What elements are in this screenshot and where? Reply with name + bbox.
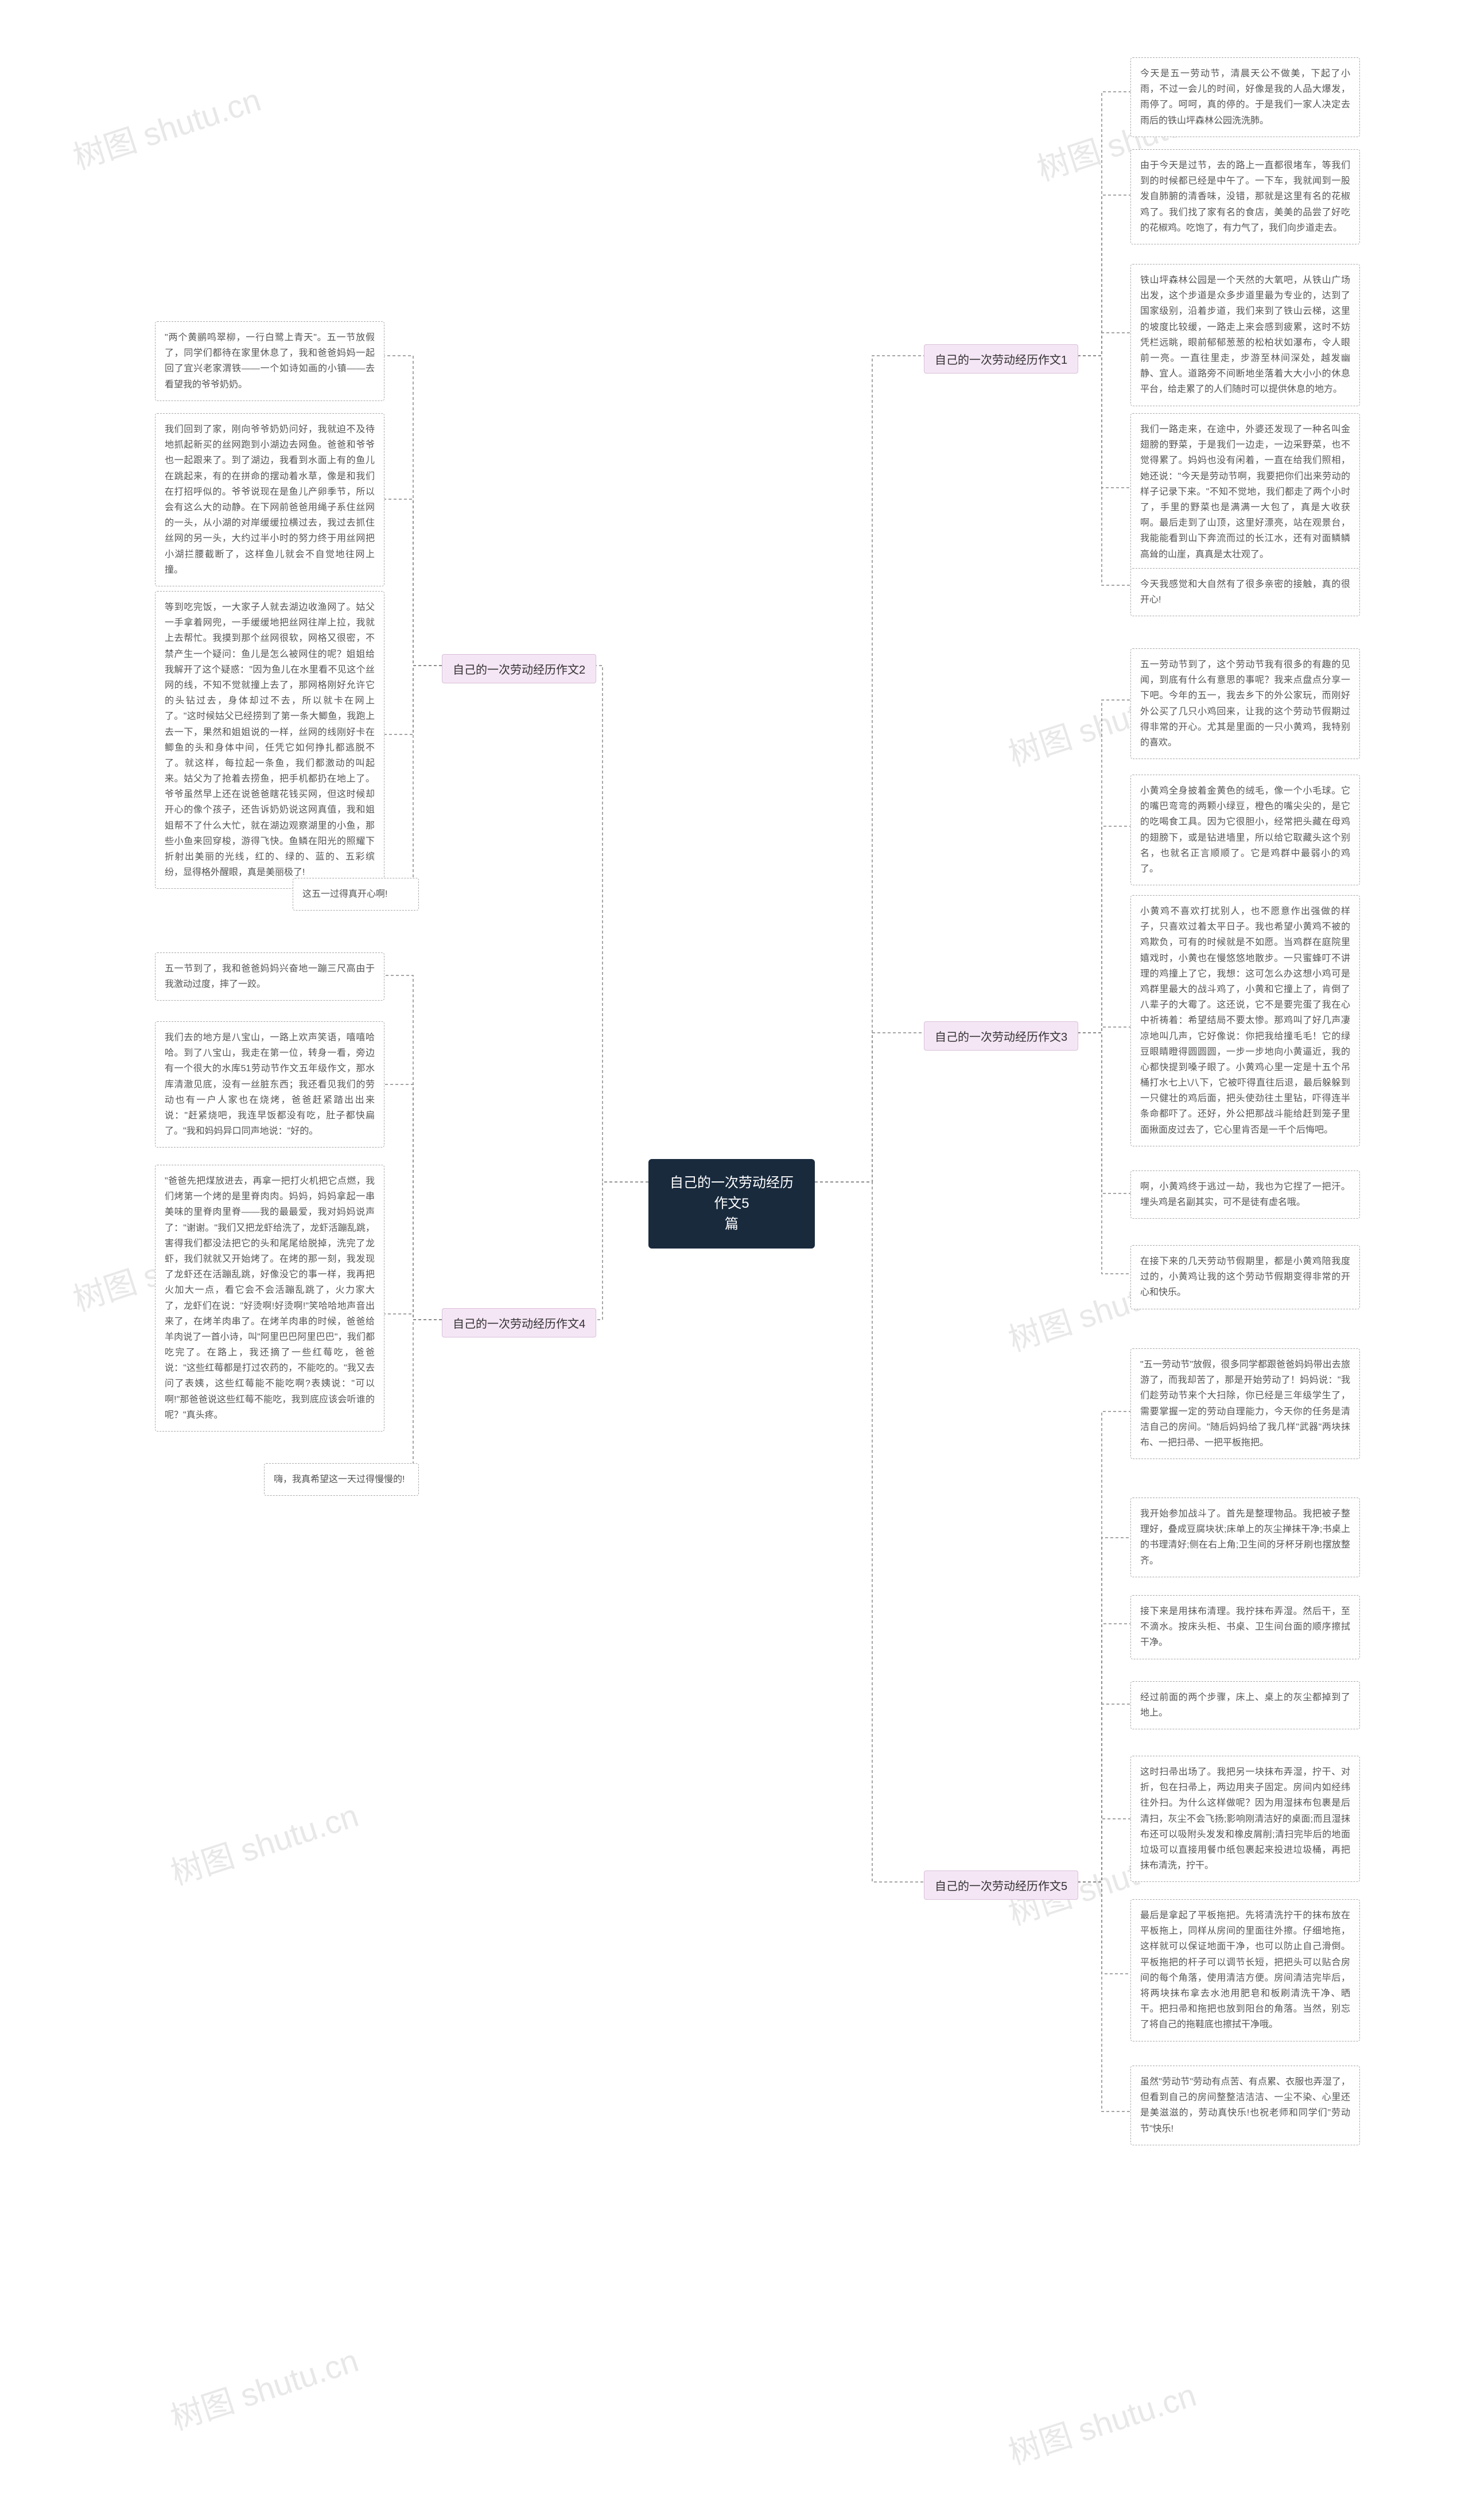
leaf-node[interactable]: 在接下来的几天劳动节假期里，都是小黄鸡陪我度过的，小黄鸡让我的这个劳动节假期变得…: [1130, 1245, 1360, 1309]
leaf-node[interactable]: 我们一路走来，在途中，外婆还发现了一种名叫金翅膀的野菜，于是我们一边走，一边采野…: [1130, 413, 1360, 571]
branch-node-5[interactable]: 自己的一次劳动经历作文5: [924, 1870, 1078, 1900]
watermark: 树图 shutu.cn: [164, 2335, 364, 2440]
leaf-node[interactable]: "五一劳动节"放假，很多同学都跟爸爸妈妈带出去旅游了，而我却苦了，那是开始劳动了…: [1130, 1348, 1360, 1459]
leaf-node[interactable]: 我们回到了家，刚向爷爷奶奶问好，我就迫不及待地抓起新买的丝网跑到小湖边去网鱼。爸…: [155, 413, 384, 586]
leaf-node[interactable]: "两个黄鹂鸣翠柳，一行白鹭上青天"。五一节放假了，同学们都待在家里休息了，我和爸…: [155, 321, 384, 401]
branch-node-2[interactable]: 自己的一次劳动经历作文2: [442, 654, 596, 683]
leaf-node[interactable]: 今天是五一劳动节，清晨天公不做美，下起了小雨，不过一会儿的时间，好像是我的人品大…: [1130, 57, 1360, 137]
leaf-node[interactable]: 等到吃完饭，一大家子人就去湖边收渔网了。姑父一手拿着网兜，一手缓缓地把丝网往岸上…: [155, 591, 384, 889]
watermark: 树图 shutu.cn: [1002, 2370, 1202, 2474]
leaf-node[interactable]: 我开始参加战斗了。首先是整理物品。我把被子整理好，叠成豆腐块状;床单上的灰尘掸抹…: [1130, 1498, 1360, 1577]
leaf-node[interactable]: 虽然"劳动节"劳动有点苦、有点累、衣服也弄湿了，但看到自己的房间整整洁洁洁、一尘…: [1130, 2066, 1360, 2145]
leaf-node[interactable]: "爸爸先把煤放进去，再拿一把打火机把它点燃，我们烤第一个烤的是里脊肉肉。妈妈，妈…: [155, 1165, 384, 1432]
center-node[interactable]: 自己的一次劳动经历作文5篇: [648, 1159, 815, 1249]
branch-node-1[interactable]: 自己的一次劳动经历作文1: [924, 344, 1078, 374]
leaf-node[interactable]: 由于今天是过节，去的路上一直都很堵车，等我们到的时候都已经是中午了。一下车，我就…: [1130, 149, 1360, 244]
leaf-node[interactable]: 小黄鸡全身披着金黄色的绒毛，像一个小毛球。它的嘴巴弯弯的两颗小绿豆，橙色的嘴尖尖…: [1130, 775, 1360, 885]
leaf-node[interactable]: 嗨，我真希望这一天过得慢慢的!: [264, 1463, 419, 1496]
branch-node-3[interactable]: 自己的一次劳动经历作文3: [924, 1021, 1078, 1051]
leaf-node[interactable]: 接下来是用抹布清理。我拧抹布弄湿。然后干，至不滴水。按床头柜、书桌、卫生间台面的…: [1130, 1595, 1360, 1659]
leaf-node[interactable]: 五一劳动节到了，这个劳动节我有很多的有趣的见闻，到底有什么有意思的事呢？我来点盘…: [1130, 648, 1360, 759]
leaf-node[interactable]: 这时扫帚出场了。我把另一块抹布弄湿，拧干、对折，包在扫帚上，两边用夹子固定。房间…: [1130, 1756, 1360, 1882]
watermark: 树图 shutu.cn: [164, 1790, 364, 1895]
leaf-node[interactable]: 今天我感觉和大自然有了很多亲密的接触，真的很开心!: [1130, 568, 1360, 616]
leaf-node[interactable]: 经过前面的两个步骤，床上、桌上的灰尘都掉到了地上。: [1130, 1681, 1360, 1729]
leaf-node[interactable]: 这五一过得真开心啊!: [293, 878, 419, 911]
leaf-node[interactable]: 啊，小黄鸡终于逃过一劫，我也为它捏了一把汗。埋头鸡是名副其实，可不是徒有虚名哦。: [1130, 1170, 1360, 1219]
leaf-node[interactable]: 五一节到了，我和爸爸妈妈兴奋地一蹦三尺高由于我激动过度，摔了一跤。: [155, 952, 384, 1001]
leaf-node[interactable]: 小黄鸡不喜欢打扰别人，也不愿意作出强做的样子，只喜欢过着太平日子。我也希望小黄鸡…: [1130, 895, 1360, 1146]
leaf-node[interactable]: 我们去的地方是八宝山，一路上欢声笑语，嘻嘻哈哈。到了八宝山，我走在第一位，转身一…: [155, 1021, 384, 1148]
leaf-node[interactable]: 铁山坪森林公园是一个天然的大氧吧，从铁山广场出发，这个步道是众多步道里最为专业的…: [1130, 264, 1360, 406]
leaf-node[interactable]: 最后是拿起了平板拖把。先将清洗拧干的抹布放在平板拖上，同样从房间的里面往外擦。仔…: [1130, 1899, 1360, 2041]
watermark: 树图 shutu.cn: [67, 75, 266, 179]
branch-node-4[interactable]: 自己的一次劳动经历作文4: [442, 1308, 596, 1337]
